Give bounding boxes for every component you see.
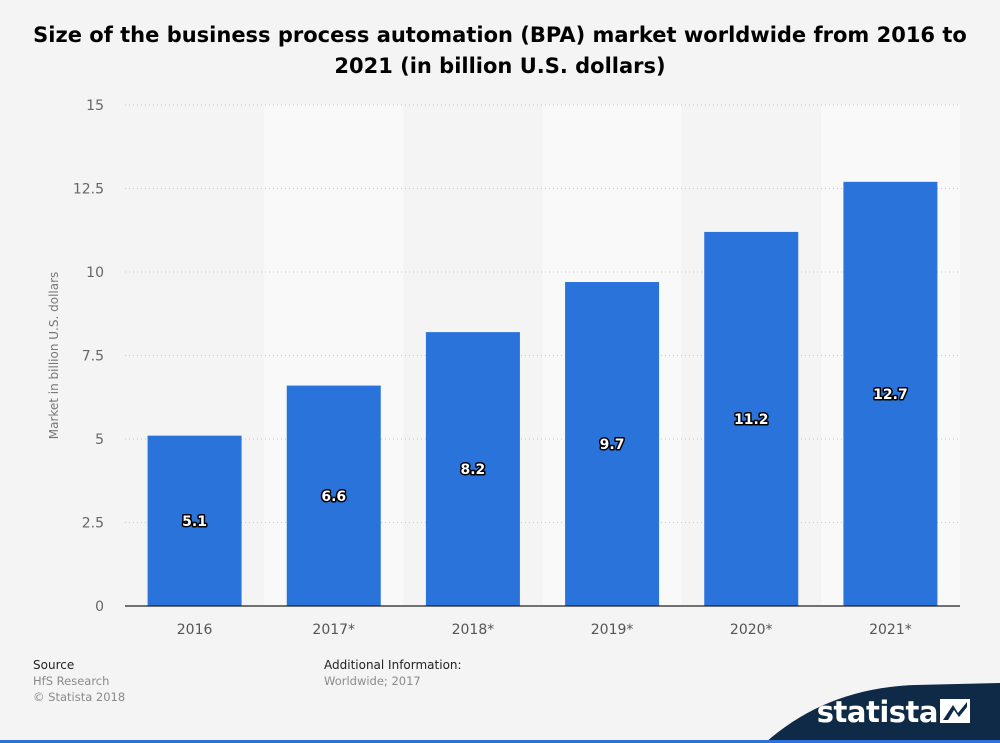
statista-flag-icon [940, 699, 970, 723]
y-axis-label: Market in billion U.S. dollars [47, 272, 61, 440]
source-block: Source HfS Research © Statista 2018 [33, 657, 125, 705]
x-tick-label: 2020* [730, 622, 773, 638]
additional-info-label: Additional Information: [324, 658, 462, 672]
bar [147, 435, 242, 606]
chart-title: Size of the business process automation … [33, 23, 967, 78]
data-label: 6.6 [321, 489, 346, 505]
y-tick-label: 5 [95, 432, 104, 448]
data-label: 8.2 [461, 462, 486, 478]
bar [565, 282, 660, 606]
additional-info-block: Additional Information: Worldwide; 2017 [324, 657, 462, 689]
x-tick-label: 2021* [869, 622, 912, 638]
source-line-1: HfS Research [33, 674, 110, 688]
bars [147, 181, 938, 607]
bar-chart: 0 2.5 5 7.5 10 12.5 15 2016 2017* 2018* 2019* 2020… [47, 98, 960, 638]
data-label: 5.1 [182, 514, 207, 530]
x-tick-label: 2017* [312, 622, 355, 638]
bottom-accent-line [0, 740, 1000, 743]
x-tick-label: 2018* [452, 622, 495, 638]
x-tick-label: 2019* [591, 622, 634, 638]
y-tick-label: 10 [86, 265, 104, 281]
bar [704, 231, 799, 607]
brand-wave [765, 683, 1000, 743]
y-tick-label: 7.5 [82, 349, 104, 365]
y-tick-label: 12.5 [73, 182, 104, 198]
bar [425, 332, 520, 606]
x-axis-ticks: 2016 2017* 2018* 2019* 2020* 2021* [177, 622, 912, 638]
additional-info-value: Worldwide; 2017 [324, 674, 421, 688]
y-tick-label: 2.5 [82, 516, 104, 532]
data-labels: 5.1 6.6 8.2 9.7 11.2 12.7 [181, 385, 910, 531]
source-line-2: © Statista 2018 [33, 690, 126, 704]
statista-logo[interactable]: statista [765, 647, 1000, 743]
bar [286, 385, 381, 606]
bar [843, 181, 938, 606]
y-tick-label: 0 [95, 599, 104, 615]
x-tick-label: 2016 [177, 622, 213, 638]
brand-name: statista [816, 695, 939, 729]
data-label: 9.7 [600, 437, 625, 453]
data-label: 12.7 [873, 387, 908, 403]
source-label: Source [33, 658, 75, 672]
y-tick-label: 15 [86, 98, 104, 114]
y-axis-ticks: 0 2.5 5 7.5 10 12.5 15 [73, 98, 104, 615]
plot-background [125, 105, 960, 606]
data-label: 11.2 [734, 412, 769, 428]
